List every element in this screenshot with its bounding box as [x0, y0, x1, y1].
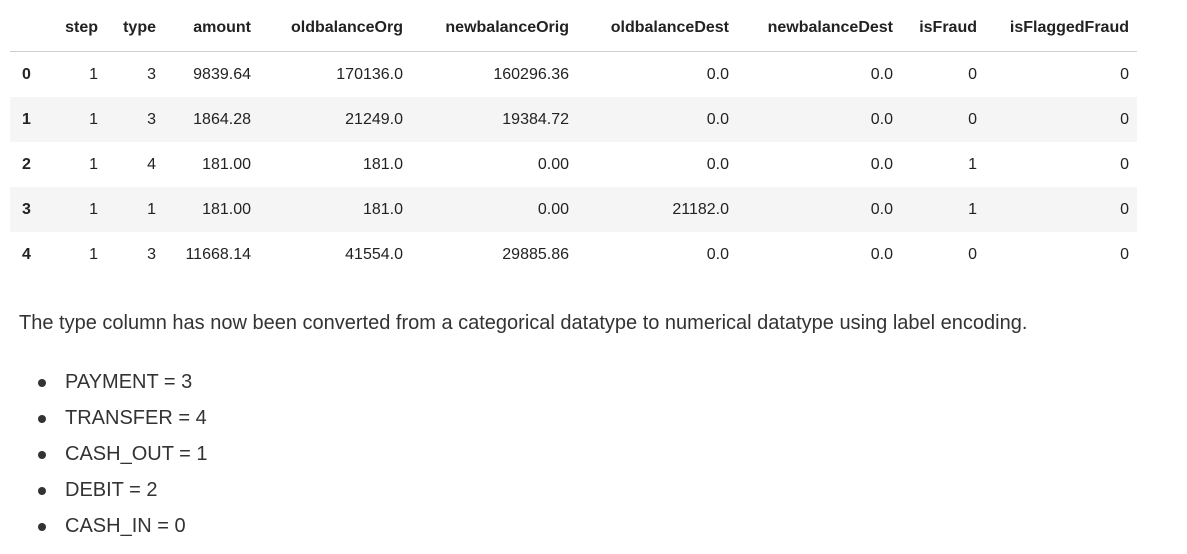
list-item-text: CASH_IN = 0 [65, 515, 186, 537]
bullet-icon [38, 523, 46, 531]
table-cell: 3 [147, 65, 156, 83]
table-cell: 0.0 [870, 110, 893, 128]
table-cell: 1 [89, 245, 98, 263]
table-cell: 0.0 [706, 110, 729, 128]
bullet-icon [38, 451, 46, 459]
table-cell: 29885.86 [502, 245, 569, 263]
column-header: amount [164, 5, 259, 52]
list-item: DEBIT = 2 [38, 472, 1027, 508]
table-cell: 21182.0 [672, 200, 729, 218]
row-index: 4 [22, 245, 31, 263]
column-header: oldbalanceOrg [259, 5, 411, 52]
column-header: oldbalanceDest [577, 5, 737, 52]
table-cell: 0 [968, 245, 977, 263]
list-item: CASH_IN = 0 [38, 508, 1027, 544]
table-cell: 181.00 [202, 155, 251, 173]
table-cell: 4 [147, 155, 156, 173]
table-cell: 1 [89, 110, 98, 128]
list-item: PAYMENT = 3 [38, 364, 1027, 400]
table-cell: 0.0 [870, 245, 893, 263]
table-cell: 160296.36 [493, 65, 569, 83]
table-cell: 170136.0 [336, 65, 403, 83]
table-cell: 3 [147, 110, 156, 128]
table-cell: 0.0 [870, 200, 893, 218]
table-cell: 21249.0 [345, 110, 403, 128]
table-cell: 0 [1120, 245, 1129, 263]
list-item-text: TRANSFER = 4 [65, 407, 207, 429]
table-cell: 1 [89, 200, 98, 218]
table-cell: 0.0 [706, 65, 729, 83]
table-cell: 0 [1120, 65, 1129, 83]
table-cell: 0 [968, 65, 977, 83]
table-row: 4 1 3 11668.14 41554.0 29885.86 0.0 0.0 … [10, 232, 1137, 277]
table-cell: 3 [147, 245, 156, 263]
table-cell: 1 [89, 65, 98, 83]
dataframe-table: step type amount oldbalanceOrg newbalanc… [10, 5, 1137, 277]
table-cell: 0 [968, 110, 977, 128]
column-header: isFraud [901, 5, 985, 52]
table-cell: 41554.0 [345, 245, 403, 263]
table-cell: 1 [968, 155, 977, 173]
row-index: 0 [22, 65, 31, 83]
list-item: CASH_OUT = 1 [38, 436, 1027, 472]
table-cell: 0.0 [706, 155, 729, 173]
list-item-text: DEBIT = 2 [65, 479, 158, 501]
list-item-text: PAYMENT = 3 [65, 371, 193, 393]
column-header: type [106, 5, 164, 52]
table-header-row: step type amount oldbalanceOrg newbalanc… [10, 5, 1137, 52]
row-index: 2 [22, 155, 31, 173]
encoding-list: PAYMENT = 3 TRANSFER = 4 CASH_OUT = 1 DE… [19, 364, 1027, 544]
table-row: 1 1 3 1864.28 21249.0 19384.72 0.0 0.0 0… [10, 97, 1137, 142]
table-cell: 0.00 [537, 200, 569, 218]
table-row: 0 1 3 9839.64 170136.0 160296.36 0.0 0.0… [10, 52, 1137, 98]
table-cell: 0.00 [537, 155, 569, 173]
table-cell: 0.0 [870, 155, 893, 173]
dataframe-output: step type amount oldbalanceOrg newbalanc… [10, 5, 1137, 277]
table-cell: 1864.28 [193, 110, 251, 128]
table-cell: 181.0 [362, 155, 403, 173]
column-header: step [44, 5, 106, 52]
table-cell: 0.0 [706, 245, 729, 263]
column-header: isFlaggedFraud [985, 5, 1137, 52]
table-cell: 11668.14 [185, 245, 251, 263]
table-cell: 1 [968, 200, 977, 218]
table-row: 2 1 4 181.00 181.0 0.00 0.0 0.0 1 0 [10, 142, 1137, 187]
table-cell: 0 [1120, 155, 1129, 173]
table-cell: 181.00 [202, 200, 251, 218]
table-cell: 0 [1120, 110, 1129, 128]
row-index: 3 [22, 200, 31, 218]
table-cell: 0.0 [870, 65, 893, 83]
table-cell: 0 [1120, 200, 1129, 218]
column-header: newbalanceOrig [411, 5, 577, 52]
bullet-icon [38, 487, 46, 495]
list-item-text: CASH_OUT = 1 [65, 443, 208, 465]
index-header [10, 5, 44, 52]
row-index: 1 [22, 110, 31, 128]
bullet-icon [38, 379, 46, 387]
table-cell: 19384.72 [502, 110, 569, 128]
table-cell: 9839.64 [193, 65, 251, 83]
table-cell: 1 [147, 200, 156, 218]
table-cell: 1 [89, 155, 98, 173]
bullet-icon [38, 415, 46, 423]
markdown-cell: The type column has now been converted f… [19, 310, 1027, 544]
list-item: TRANSFER = 4 [38, 400, 1027, 436]
table-cell: 181.0 [362, 200, 403, 218]
table-row: 3 1 1 181.00 181.0 0.00 21182.0 0.0 1 0 [10, 187, 1137, 232]
column-header: newbalanceDest [737, 5, 901, 52]
explanation-paragraph: The type column has now been converted f… [19, 312, 1028, 334]
